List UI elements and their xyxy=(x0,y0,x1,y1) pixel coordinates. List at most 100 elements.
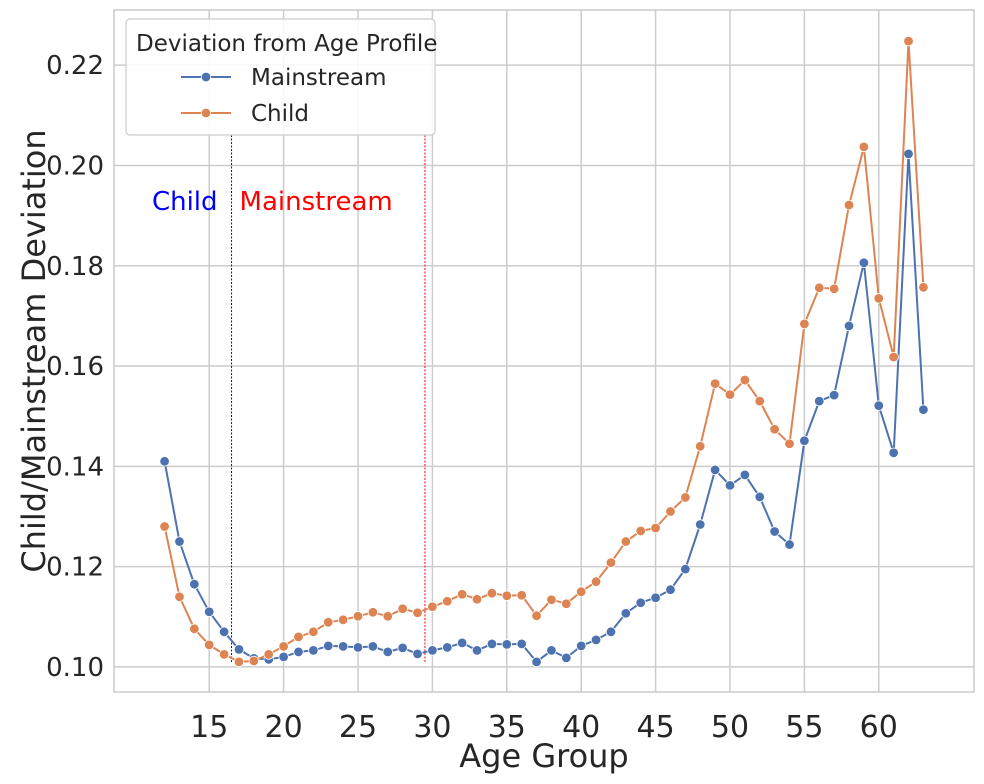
data-point xyxy=(352,611,364,622)
data-point xyxy=(769,424,780,435)
data-point xyxy=(352,642,364,653)
data-point xyxy=(412,648,423,660)
data-point xyxy=(739,374,751,386)
data-point xyxy=(814,282,825,294)
data-point xyxy=(337,614,349,625)
legend: Deviation from Age Profile Mainstream Chil… xyxy=(125,18,437,136)
data-point xyxy=(903,35,914,47)
x-tick-label: 15 xyxy=(190,710,228,745)
data-point xyxy=(828,283,840,295)
data-point xyxy=(233,656,245,668)
data-point xyxy=(665,506,676,517)
x-tick-label: 20 xyxy=(265,710,303,745)
data-point xyxy=(590,634,602,646)
data-point xyxy=(754,395,765,407)
data-point xyxy=(248,655,260,667)
data-point xyxy=(367,607,379,618)
data-point xyxy=(828,389,840,401)
data-point xyxy=(546,645,557,656)
data-point xyxy=(873,400,884,411)
x-tick-label: 25 xyxy=(339,710,377,745)
data-point xyxy=(546,594,557,605)
data-point xyxy=(427,601,438,612)
data-point xyxy=(665,584,676,595)
data-point xyxy=(233,644,245,655)
data-point xyxy=(695,441,706,452)
data-point xyxy=(695,519,706,530)
data-point xyxy=(397,642,408,654)
data-point xyxy=(843,320,855,332)
data-point xyxy=(174,536,185,547)
data-point xyxy=(888,351,899,363)
data-point xyxy=(888,447,899,458)
data-point xyxy=(799,318,810,330)
data-point xyxy=(903,148,914,160)
data-point xyxy=(293,646,304,658)
data-point xyxy=(724,480,736,491)
data-point xyxy=(709,464,721,476)
threshold-labels: Child Mainstream xyxy=(152,187,393,217)
y-axis-title: Child/Mainstream Deviation xyxy=(15,129,53,572)
data-point xyxy=(293,631,304,643)
series-line xyxy=(163,152,925,663)
data-point xyxy=(635,597,646,608)
x-axis-title: Age Group xyxy=(459,737,628,775)
data-point xyxy=(456,589,468,600)
data-point xyxy=(918,404,929,415)
data-point xyxy=(724,389,736,400)
data-point xyxy=(456,637,468,649)
data-point xyxy=(754,491,765,503)
series-mainstream xyxy=(159,148,929,668)
y-axis-ticks: 0.10 0.12 0.14 0.16 0.18 0.20 0.22 xyxy=(46,51,104,683)
y-tick-label: 0.10 xyxy=(46,653,104,683)
data-point xyxy=(650,592,661,603)
data-point xyxy=(382,611,393,622)
data-point xyxy=(397,603,408,614)
x-tick-label: 45 xyxy=(636,710,674,745)
data-point xyxy=(204,606,215,617)
data-point xyxy=(471,594,483,605)
data-point xyxy=(873,293,884,304)
data-point xyxy=(323,617,334,628)
legend-marker-child xyxy=(200,107,212,119)
data-point xyxy=(486,638,498,650)
data-point xyxy=(189,623,200,635)
data-point xyxy=(159,456,170,467)
x-tick-label: 40 xyxy=(562,710,600,745)
data-point xyxy=(814,395,825,407)
data-point xyxy=(799,435,810,446)
data-point xyxy=(308,645,319,656)
legend-title: Deviation from Age Profile xyxy=(136,31,437,57)
data-point xyxy=(382,646,393,658)
data-point xyxy=(308,626,319,638)
data-point xyxy=(486,588,498,599)
data-point xyxy=(858,257,870,268)
data-point xyxy=(739,469,751,481)
y-tick-label: 0.14 xyxy=(46,452,104,482)
data-point xyxy=(218,626,230,638)
y-tick-label: 0.12 xyxy=(46,553,104,583)
y-tick-label: 0.22 xyxy=(46,51,104,81)
data-point xyxy=(650,522,661,534)
data-point xyxy=(605,626,617,638)
data-point xyxy=(412,607,423,618)
data-point xyxy=(323,640,334,652)
x-axis-ticks: 15 20 25 30 35 40 45 50 55 60 xyxy=(190,710,898,745)
data-point xyxy=(263,649,274,660)
threshold-label-1: Mainstream xyxy=(240,187,393,217)
data-point xyxy=(427,645,438,656)
data-point xyxy=(278,641,289,652)
age-threshold-lines xyxy=(231,135,426,662)
data-point xyxy=(635,525,646,537)
data-point xyxy=(575,640,587,652)
data-point xyxy=(858,141,870,153)
data-point xyxy=(159,521,170,532)
x-tick-label: 30 xyxy=(413,710,451,745)
series-child xyxy=(159,35,929,668)
data-point xyxy=(531,610,542,621)
y-tick-label: 0.16 xyxy=(46,352,104,382)
data-point xyxy=(620,536,632,547)
legend-label-child: Child xyxy=(251,101,309,127)
data-point xyxy=(680,563,691,575)
